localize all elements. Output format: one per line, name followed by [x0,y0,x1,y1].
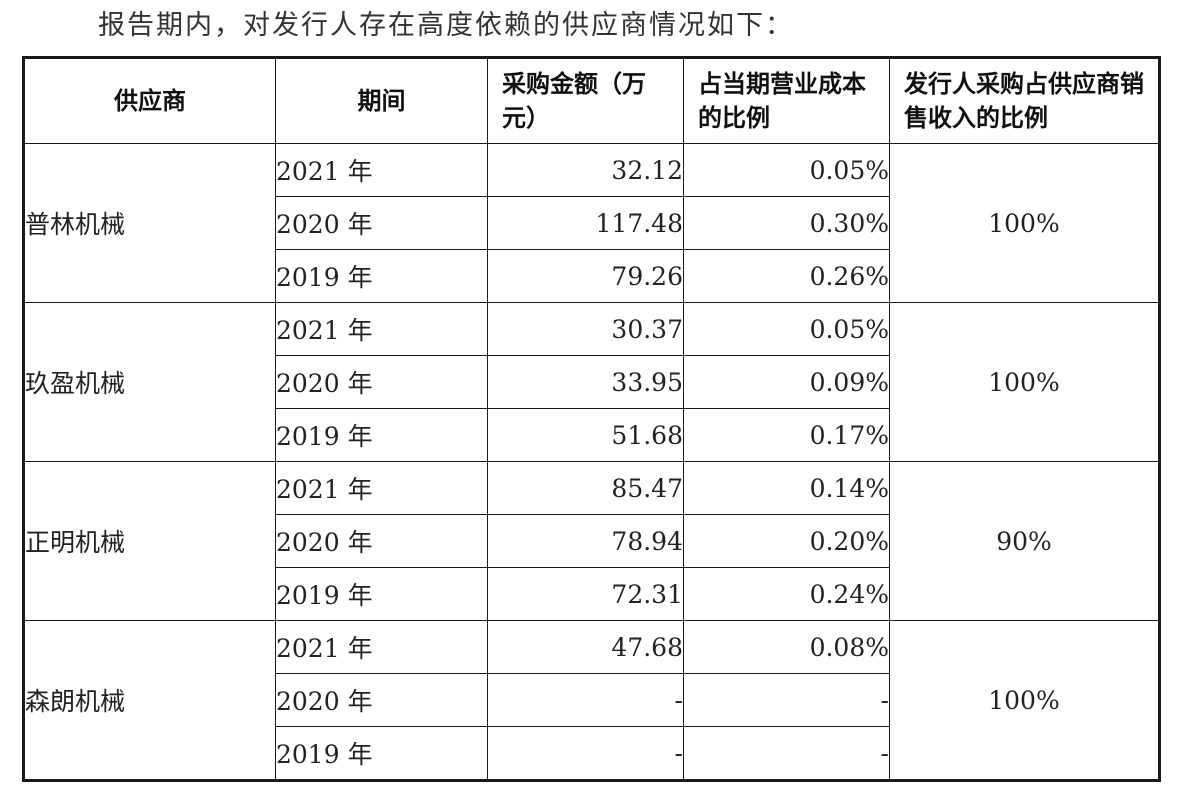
cost-ratio-cell: - [683,673,890,727]
table-row: 正明机械 2021 年 85.47 0.14% 90% [23,461,1160,621]
sales-ratio-cell: 100% [889,143,1160,303]
intro-text: 报告期内，对发行人存在高度依赖的供应商情况如下： [98,10,794,41]
table-row: 2019 年 72.31 0.24% [24,567,1160,621]
cost-ratio-cell: 0.24% [683,567,890,621]
cost-ratio-cell: 0.17% [683,408,890,462]
purchase-amount-cell: 47.68 [487,620,684,674]
period-cell: 2021 年 [275,302,488,356]
cost-ratio-cell: 0.05% [683,302,890,356]
period-cell: 2019 年 [275,408,488,462]
supplier-table: 供应商 期间 采购金额（万元） 占当期营业成本的比例 发行人采购占供应商销售收入… [22,56,1161,782]
header-period: 期间 [275,57,488,144]
purchase-amount-cell: 30.37 [487,302,684,356]
purchase-amount-cell: - [487,673,684,727]
cost-ratio-cell: 0.14% [683,461,890,515]
period-cell: 2019 年 [275,567,488,621]
table-header-row: 供应商 期间 采购金额（万元） 占当期营业成本的比例 发行人采购占供应商销售收入… [23,57,1160,144]
table-row: 2020 年-- [24,673,1160,727]
period-cell: 2020 年 [275,196,488,250]
header-sales-ratio: 发行人采购占供应商销售收入的比例 [889,57,1160,144]
cost-ratio-cell: 0.20% [683,514,890,568]
period-cell: 2020 年 [275,514,488,568]
table-row: 2020 年 117.48 0.30% [24,196,1160,250]
supplier-name-cell: 正明机械 [23,461,276,621]
period-cell: 2021 年 [275,143,488,197]
purchase-amount-cell: 78.94 [487,514,684,568]
table-row: 2019 年 51.68 0.17% [24,408,1160,462]
supplier-name-cell: 玖盈机械 [23,302,276,462]
supplier-name-cell: 森朗机械 [23,620,276,781]
table-body: 普林机械 2021 年 32.12 0.05% 100% 2020 年 117.48 0.30… [23,143,1160,781]
period-cell: 2019 年 [275,726,488,781]
header-cost-ratio: 占当期营业成本的比例 [683,57,890,144]
table-row: 2020 年 78.94 0.20% [24,514,1160,568]
purchase-amount-cell: 85.47 [487,461,684,515]
table-row: 普林机械 2021 年 32.12 0.05% 100% [23,143,1160,303]
table-row: 2019 年-- [24,726,1160,781]
purchase-amount-cell: - [487,726,684,781]
period-cell: 2020 年 [275,355,488,409]
header-supplier: 供应商 [23,57,276,144]
supplier-name-cell: 普林机械 [23,143,276,303]
table-row: 玖盈机械 2021 年 30.37 0.05% 100% [23,302,1160,462]
period-cell: 2021 年 [275,461,488,515]
cost-ratio-cell: 0.08% [683,620,890,674]
cost-ratio-cell: 0.09% [683,355,890,409]
sales-ratio-cell: 90% [889,461,1160,621]
cost-ratio-cell: 0.30% [683,196,890,250]
cost-ratio-cell: 0.26% [683,249,890,303]
sales-ratio-cell: 100% [889,302,1160,462]
cost-ratio-cell: - [683,726,890,781]
table-row: 森朗机械 2021 年 47.68 0.08% 100% [23,620,1160,781]
purchase-amount-cell: 51.68 [487,408,684,462]
header-amount: 采购金额（万元） [487,57,684,144]
cost-ratio-cell: 0.05% [683,143,890,197]
period-cell: 2019 年 [275,249,488,303]
purchase-amount-cell: 79.26 [487,249,684,303]
purchase-amount-cell: 32.12 [487,143,684,197]
purchase-amount-cell: 72.31 [487,567,684,621]
period-cell: 2021 年 [275,620,488,674]
purchase-amount-cell: 33.95 [487,355,684,409]
period-cell: 2020 年 [275,673,488,727]
purchase-amount-cell: 117.48 [487,196,684,250]
sales-ratio-cell: 100% [889,620,1160,781]
